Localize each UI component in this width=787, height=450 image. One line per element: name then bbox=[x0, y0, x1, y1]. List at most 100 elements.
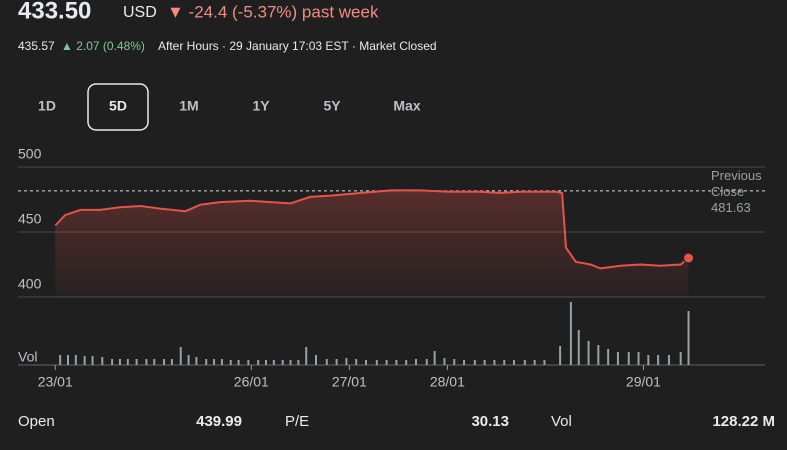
volume-bar bbox=[503, 360, 506, 365]
volume-bar bbox=[237, 360, 240, 365]
volume-bar bbox=[493, 360, 496, 365]
volume-bar bbox=[83, 356, 86, 365]
stat-label: Vol bbox=[551, 413, 572, 430]
volume-bar bbox=[179, 347, 182, 365]
y-tick-label: 500 bbox=[18, 146, 42, 162]
last-point bbox=[683, 252, 695, 264]
volume-bar bbox=[345, 358, 348, 365]
volume-bar bbox=[597, 345, 600, 365]
volume-bar bbox=[415, 359, 418, 365]
volume-bar bbox=[101, 357, 104, 365]
volume-bar bbox=[405, 360, 408, 365]
volume-bar bbox=[395, 360, 398, 365]
volume-bar bbox=[111, 359, 114, 365]
volume-bar bbox=[657, 355, 660, 365]
volume-bar bbox=[205, 359, 208, 365]
volume-bar bbox=[523, 360, 526, 365]
volume-bar bbox=[355, 359, 358, 365]
x-tick-label: 29/01 bbox=[626, 374, 661, 390]
tab[interactable]: 5D bbox=[109, 98, 127, 114]
volume-bar bbox=[365, 360, 368, 365]
volume-bar bbox=[587, 341, 590, 365]
stat-label: Open bbox=[18, 413, 55, 430]
stat-value: 30.13 bbox=[471, 413, 509, 430]
volume-bar bbox=[513, 360, 516, 365]
tab[interactable]: 1Y bbox=[252, 98, 270, 114]
volume-bar bbox=[305, 347, 308, 365]
volume-bar bbox=[213, 359, 216, 365]
volume-bar bbox=[289, 360, 292, 365]
volume-bar bbox=[569, 302, 572, 365]
stat-value: 128.22 M bbox=[712, 413, 775, 430]
stat-label: P/E bbox=[285, 413, 309, 430]
volume-bar bbox=[195, 357, 198, 365]
stat-value: 439.99 bbox=[196, 413, 242, 430]
volume-bar bbox=[281, 360, 284, 365]
volume-bar bbox=[187, 355, 190, 365]
volume-bar bbox=[433, 351, 436, 365]
volume-bar bbox=[667, 355, 670, 365]
volume-bar bbox=[559, 346, 562, 365]
volume-bar bbox=[627, 352, 630, 365]
volume-bar bbox=[533, 360, 536, 365]
volume-bar bbox=[616, 352, 619, 365]
volume-bar bbox=[272, 360, 275, 365]
volume-bar bbox=[170, 359, 173, 365]
volume-bar bbox=[607, 349, 610, 365]
volume-bar bbox=[679, 352, 682, 365]
x-tick-label: 28/01 bbox=[430, 374, 465, 390]
volume-bar bbox=[687, 311, 690, 365]
volume-bar bbox=[265, 360, 268, 365]
x-tick-label: 27/01 bbox=[332, 374, 367, 390]
price-line bbox=[54, 189, 690, 270]
change: ▼ -24.4 (-5.37%) past week bbox=[167, 2, 379, 21]
volume-bar bbox=[91, 356, 94, 365]
volume-bar bbox=[66, 355, 69, 365]
stats: Open 439.99 P/E 30.13 Vol 128.22 M bbox=[18, 413, 775, 430]
volume-bar bbox=[647, 355, 650, 365]
x-tick-label: 26/01 bbox=[234, 374, 269, 390]
volume-bar bbox=[637, 352, 640, 365]
volume-bar bbox=[297, 360, 300, 365]
volume-bar bbox=[425, 359, 428, 365]
line-area bbox=[55, 190, 689, 297]
volume-bar bbox=[385, 360, 388, 365]
tab[interactable]: 1D bbox=[38, 98, 56, 114]
volume-bar bbox=[577, 330, 580, 365]
after-hours-price: 435.57 bbox=[18, 39, 55, 53]
volume-bar bbox=[74, 355, 77, 365]
volume-bar bbox=[163, 359, 166, 365]
x-tick-label: 23/01 bbox=[38, 374, 73, 390]
volume-label: Vol bbox=[18, 349, 37, 365]
volume-bar bbox=[483, 360, 486, 365]
y-tick-label: 450 bbox=[18, 211, 42, 227]
volume-bar bbox=[335, 359, 338, 365]
volume-bar bbox=[315, 355, 318, 365]
volume-bar bbox=[375, 360, 378, 365]
currency: USD bbox=[123, 4, 157, 21]
volume-bar bbox=[145, 359, 148, 365]
volume-bar bbox=[135, 359, 138, 365]
volume-bar bbox=[543, 360, 546, 365]
tabs: 1D 5D 1M 1Y 5Y Max bbox=[38, 83, 421, 131]
tab[interactable]: 5Y bbox=[323, 98, 341, 114]
tab[interactable]: Max bbox=[393, 98, 420, 114]
volume-bar bbox=[126, 359, 129, 365]
tab-selected bbox=[87, 83, 149, 131]
volume-bar bbox=[247, 360, 250, 365]
volume-bar bbox=[220, 359, 223, 365]
y-tick-label: 400 bbox=[18, 276, 42, 292]
after-hours-note: After Hours · 29 January 17:03 EST · Mar… bbox=[158, 39, 437, 53]
price: 433.50 bbox=[18, 0, 91, 24]
volume-bar bbox=[153, 359, 156, 365]
volume-bar bbox=[463, 360, 466, 365]
volume-bar bbox=[325, 359, 328, 365]
tab[interactable]: 1M bbox=[179, 98, 198, 114]
volume-bar bbox=[229, 360, 232, 365]
volume-bar bbox=[443, 358, 446, 365]
volume-bar bbox=[59, 355, 62, 365]
